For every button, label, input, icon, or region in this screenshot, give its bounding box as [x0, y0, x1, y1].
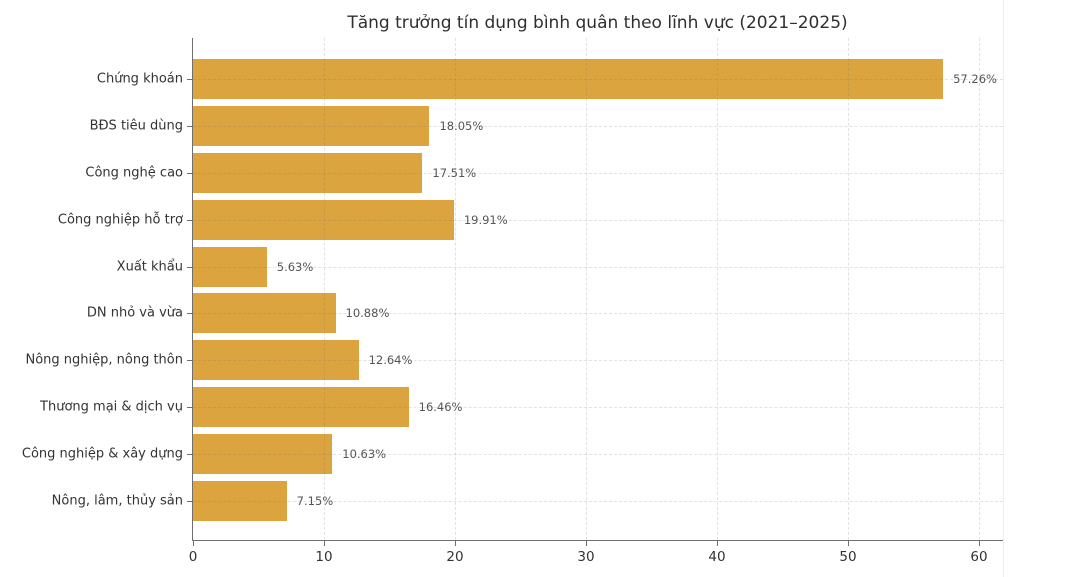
y-axis-tick: [187, 266, 193, 268]
y-axis-tick: [187, 360, 193, 362]
bar: [193, 434, 333, 474]
x-axis-tick: [979, 540, 980, 546]
value-label: 16.46%: [418, 400, 463, 415]
x-axis-tick: [193, 540, 194, 546]
bar-rows: Chứng khoán 57.26% BĐS tiêu dùng 18.05% Công…: [22, 38, 1003, 540]
bar: [193, 246, 267, 287]
category-label: Nông, lâm, thủy sản: [51, 493, 183, 509]
bar: [193, 340, 359, 381]
value-label: 57.26%: [953, 72, 997, 86]
x-axis-tick: [848, 540, 849, 546]
bar-row: Công nghiệp hỗ trợ 19.91%: [58, 199, 1003, 240]
bar-row: Nông nghiệp, nông thôn 12.64%: [25, 340, 1003, 381]
bar: [193, 480, 287, 521]
value-label: 10.88%: [345, 306, 390, 321]
value-label: 17.51%: [432, 165, 477, 180]
plot-area: Chứng khoán 57.26% BĐS tiêu dùng 18.05% Công…: [22, 38, 1003, 565]
y-axis-tick: [187, 79, 193, 80]
gridline-vertical: [455, 38, 456, 540]
bar: [193, 152, 423, 193]
y-axis-tick: [187, 172, 193, 174]
gridline-horizontal: [193, 125, 1003, 127]
category-label: Công nghiệp hỗ trợ: [57, 212, 183, 228]
gridline-vertical: [586, 38, 587, 540]
bar-row: Nông, lâm, thủy sản 7.15%: [52, 480, 1003, 521]
y-axis-tick: [187, 500, 193, 502]
category-label: DN nhỏ và vừa: [86, 305, 183, 321]
x-tick-label: 30: [577, 549, 595, 565]
value-label: 5.63%: [276, 259, 314, 274]
bar: [193, 387, 409, 428]
bar-row: Chứng khoán 57.26%: [97, 59, 1003, 99]
y-axis-tick: [187, 454, 193, 455]
gridline-vertical: [848, 38, 849, 540]
value-label: 18.05%: [439, 118, 484, 133]
x-tick-label: 10: [315, 549, 333, 565]
gridline-horizontal: [193, 454, 1003, 455]
gridline-horizontal: [193, 407, 1003, 409]
bar: [193, 293, 336, 334]
value-label: 10.63%: [342, 447, 387, 461]
bar-row: Công nghệ cao 17.51%: [85, 152, 1003, 193]
category-label: Xuất khẩu: [116, 259, 183, 274]
gridline-horizontal: [193, 79, 1003, 80]
y-axis-tick: [187, 407, 193, 409]
x-axis-tick: [717, 540, 718, 546]
value-label: 12.64%: [368, 353, 413, 368]
gridline-vertical: [717, 38, 718, 540]
gridline-horizontal: [193, 172, 1003, 174]
x-axis-tick: [455, 540, 456, 546]
y-axis-tick: [187, 219, 193, 221]
bar: [193, 105, 430, 146]
gridline-vertical: [324, 38, 325, 540]
x-axis-tick: [324, 540, 325, 546]
x-tick-label: 50: [839, 549, 857, 565]
x-tick-label: 20: [446, 549, 464, 565]
category-label: Công nghiệp & xây dựng: [21, 446, 183, 462]
chart-title: Tăng trưởng tín dụng bình quân theo lĩnh…: [347, 13, 848, 33]
category-label: Thương mại & dịch vụ: [40, 399, 183, 415]
bar: [193, 59, 944, 99]
bar-row: DN nhỏ và vừa 10.88%: [87, 293, 1003, 334]
category-label: Nông nghiệp, nông thôn: [25, 352, 183, 368]
bar-row: Công nghiệp & xây dựng 10.63%: [22, 434, 1003, 474]
gridline-horizontal: [193, 500, 1003, 502]
x-tick-label: 0: [188, 549, 198, 565]
category-label: Chứng khoán: [96, 71, 183, 87]
x-axis-tick: [586, 540, 587, 546]
gridline-horizontal: [193, 266, 1003, 268]
gridline-vertical: [979, 38, 980, 540]
x-tick-label: 40: [708, 549, 726, 565]
bar-row: Thương mại & dịch vụ 16.46%: [40, 387, 1003, 428]
chart-figure: Tăng trưởng tín dụng bình quân theo lĩnh…: [21, 0, 1004, 577]
bar: [193, 199, 454, 240]
y-axis-tick: [187, 313, 193, 315]
gridline-horizontal: [193, 219, 1003, 221]
gridline-horizontal: [193, 360, 1003, 362]
bar-row: Xuất khẩu 5.63%: [117, 246, 1003, 287]
value-label: 7.15%: [296, 493, 334, 508]
bar-row: BĐS tiêu dùng 18.05%: [90, 105, 1003, 146]
x-tick-label: 60: [970, 549, 988, 565]
y-axis-tick: [187, 125, 193, 127]
category-label: BĐS tiêu dùng: [89, 118, 183, 134]
value-label: 19.91%: [463, 212, 508, 227]
gridline-horizontal: [193, 313, 1003, 315]
category-label: Công nghệ cao: [85, 165, 183, 181]
